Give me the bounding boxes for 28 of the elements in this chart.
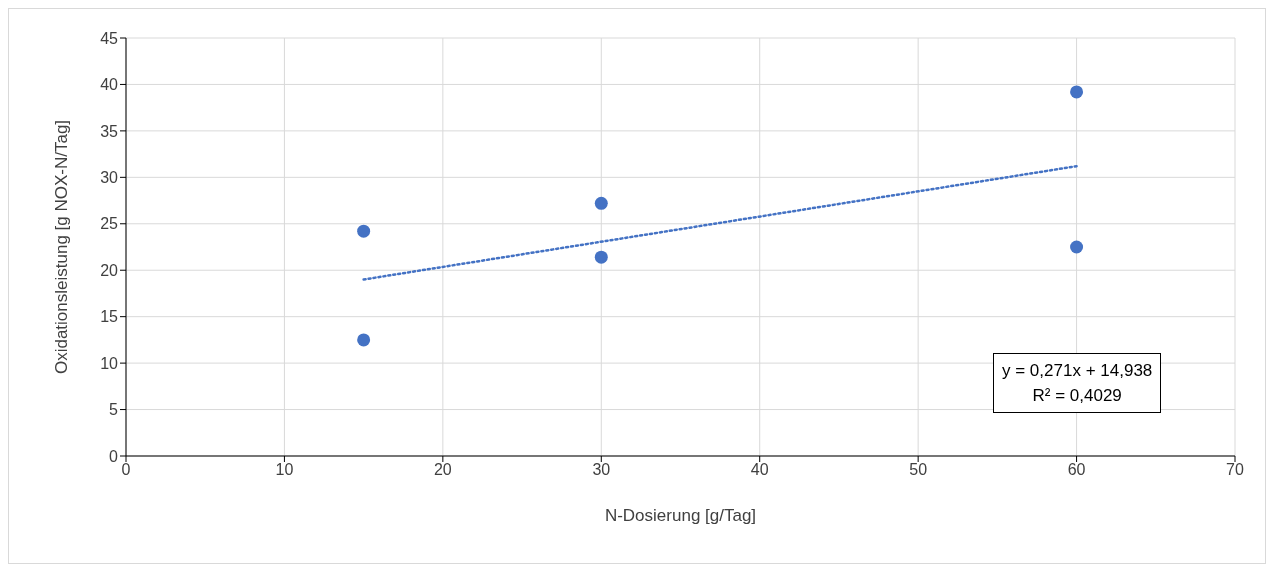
- y-axis-title: Oxidationsleistung [g NOX-N/Tag]: [52, 119, 72, 375]
- point: [357, 224, 371, 238]
- point: [357, 333, 371, 347]
- y-tick-label: 0: [109, 447, 119, 465]
- x-tick-label: 40: [750, 461, 769, 479]
- x-tick-label: 70: [1226, 461, 1244, 479]
- x-tick-label: 60: [1067, 461, 1086, 479]
- annotation: R² = 0,4029: [1031, 385, 1123, 407]
- annotation: y = 0,271x + 14,938: [1002, 360, 1153, 382]
- point: [594, 250, 608, 264]
- y-tick-label: 45: [100, 29, 119, 47]
- x-axis-title: N-Dosierung [g/Tag]: [604, 506, 757, 525]
- y-tick-label: 15: [100, 308, 119, 326]
- y-tick-label: 25: [100, 215, 119, 233]
- x-tick-label: 30: [592, 461, 611, 479]
- y-tick-label: 20: [100, 261, 119, 279]
- y-tick-label: 10: [100, 354, 119, 372]
- x-tick-label: 20: [433, 461, 452, 479]
- x-tick-label: 10: [275, 461, 294, 479]
- y-tick-label: 35: [100, 122, 119, 140]
- x-tick-label: 0: [121, 461, 131, 479]
- point: [1070, 85, 1084, 99]
- y-tick-label: 5: [109, 401, 119, 419]
- x-tick-label: 50: [909, 461, 928, 479]
- point: [1070, 240, 1084, 254]
- point: [594, 196, 608, 210]
- y-tick-label: 30: [100, 169, 119, 187]
- y-tick-label: 40: [100, 76, 119, 94]
